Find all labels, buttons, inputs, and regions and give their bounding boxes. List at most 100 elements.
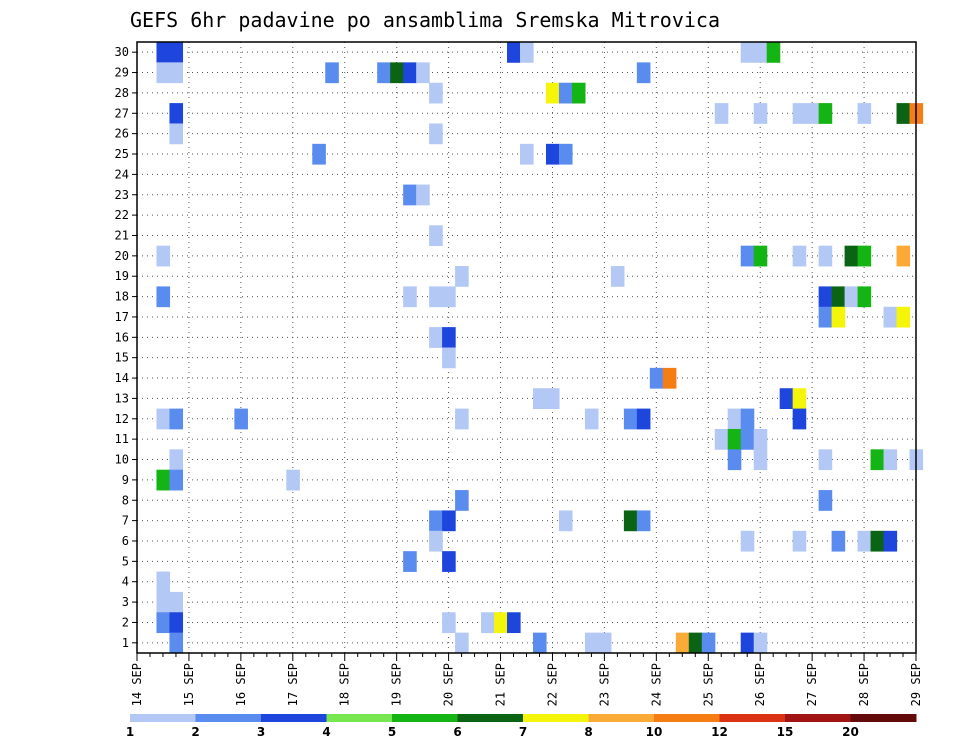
precip-cell	[662, 367, 677, 389]
legend-label: 5	[388, 725, 396, 739]
x-tick-label: 15 SEP	[182, 663, 196, 706]
precip-cell	[792, 245, 807, 267]
precip-cell	[532, 388, 547, 409]
precip-cell	[442, 327, 456, 348]
y-tick-label: 30	[115, 45, 129, 59]
legend-swatch	[130, 714, 196, 722]
precip-cell	[740, 245, 755, 267]
precip-cell	[818, 490, 833, 511]
precip-cell	[792, 388, 807, 409]
precip-cell	[883, 530, 898, 552]
x-axis: 14 SEP 15 SEP 16 SEP 17 SEP 18 SEP 19 SEP 20 S…	[130, 653, 923, 706]
legend-swatch	[195, 714, 262, 722]
precip-cell	[156, 286, 171, 308]
precip-cell	[558, 510, 573, 532]
y-tick-label: 14	[115, 371, 129, 385]
precip-cell	[870, 449, 885, 471]
precip-cell	[156, 469, 171, 491]
precip-cell	[792, 103, 807, 124]
precip-cell	[857, 103, 872, 124]
x-tick-label: 16 SEP	[234, 663, 248, 706]
precip-cell	[597, 632, 612, 654]
precip-cell	[818, 286, 833, 308]
precip-cell	[740, 408, 755, 430]
y-tick-label: 18	[115, 290, 129, 304]
precip-cell	[701, 632, 716, 654]
precip-cell	[753, 449, 768, 471]
legend-swatch	[588, 714, 655, 722]
x-tick-label: 29 SEP	[909, 663, 923, 706]
plot-frame	[136, 41, 917, 654]
precip-cell	[857, 286, 872, 308]
precip-cell	[481, 612, 495, 634]
legend-swatch	[457, 714, 524, 722]
precip-cell	[831, 306, 846, 328]
precip-cell	[416, 62, 430, 84]
y-tick-label: 2	[122, 615, 129, 629]
y-tick-label: 11	[115, 432, 129, 446]
precip-cell	[429, 286, 443, 308]
precip-cell	[792, 530, 807, 552]
precip-cell	[753, 632, 768, 654]
precip-cell	[520, 42, 534, 63]
precip-cell	[753, 428, 768, 450]
precip-cell	[429, 510, 443, 532]
y-tick-label: 22	[115, 208, 129, 222]
x-tick-label: 22 SEP	[545, 663, 559, 706]
y-tick-label: 16	[115, 330, 129, 344]
precip-cell	[429, 327, 443, 348]
precip-cell	[896, 245, 911, 267]
precip-cell	[507, 42, 521, 63]
precip-cell	[156, 62, 171, 84]
precip-cell	[818, 245, 833, 267]
chart-title: GEFS 6hr padavine po ansamblima Sremska …	[130, 8, 720, 32]
legend-label: 3	[257, 725, 265, 739]
precip-cell	[792, 408, 807, 430]
precip-cell	[429, 530, 443, 552]
y-tick-label: 26	[115, 127, 129, 141]
legend-label: 6	[453, 725, 461, 739]
precip-cell	[442, 612, 456, 634]
precip-cell	[377, 62, 391, 84]
legend-swatch	[261, 714, 327, 722]
precip-cell	[740, 428, 755, 450]
precip-cell	[740, 42, 755, 63]
precip-cell	[844, 245, 859, 267]
y-tick-label: 19	[115, 269, 129, 283]
precip-cell	[545, 143, 560, 165]
precip-cell	[714, 103, 729, 124]
precip-cell	[818, 449, 833, 471]
precip-cell	[714, 428, 729, 450]
legend-swatch	[785, 714, 851, 722]
precip-cell	[325, 62, 339, 84]
x-tick-label: 17 SEP	[286, 663, 300, 706]
x-tick-label: 28 SEP	[857, 663, 871, 706]
precip-cell	[558, 143, 573, 165]
legend-swatch	[523, 714, 589, 722]
precip-cell	[844, 286, 859, 308]
y-tick-label: 24	[115, 167, 129, 181]
x-tick-label: 26 SEP	[753, 663, 767, 706]
precip-cell	[156, 571, 171, 593]
precip-cell	[156, 42, 171, 63]
precip-cell	[896, 103, 911, 124]
precip-cell	[675, 632, 690, 654]
precip-cell	[610, 266, 625, 287]
precip-cell	[169, 591, 184, 613]
legend-label: 20	[842, 725, 859, 739]
y-tick-label: 25	[115, 147, 129, 161]
precip-cell	[636, 408, 651, 430]
precip-cell	[818, 103, 833, 124]
y-tick-label: 28	[115, 86, 129, 100]
precip-cell	[532, 632, 547, 654]
y-tick-label: 10	[115, 453, 129, 467]
precip-cell	[740, 632, 755, 654]
legend-label: 10	[646, 725, 663, 739]
precip-cell	[727, 449, 742, 471]
precip-cell	[558, 82, 573, 104]
precip-cell	[571, 82, 586, 104]
precip-cell	[455, 408, 469, 430]
precip-cell	[455, 266, 469, 287]
x-tick-label: 23 SEP	[597, 663, 611, 706]
